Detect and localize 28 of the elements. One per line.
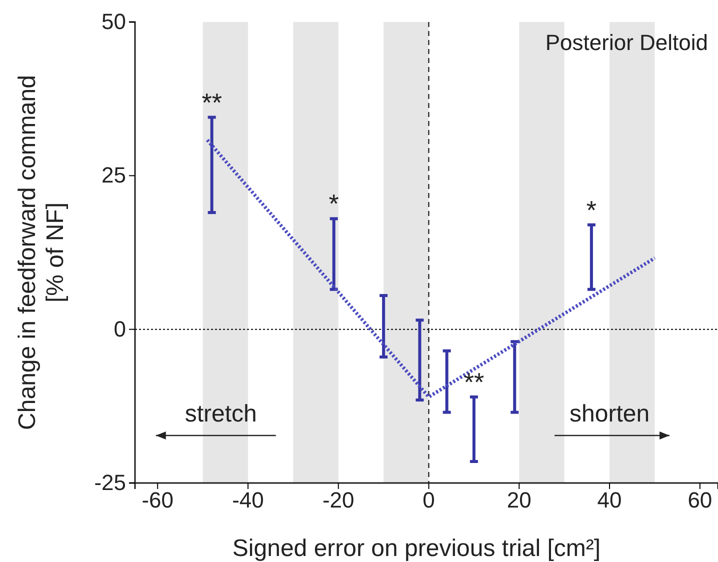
annotation: stretch (184, 400, 257, 428)
annotation: ** (464, 366, 484, 397)
x-tick-label: -60 (142, 488, 174, 513)
x-tick-label: -40 (232, 488, 264, 513)
x-tick-label: 40 (597, 488, 622, 513)
chart-title: Posterior Deltoid (545, 30, 708, 55)
annotation: * (328, 188, 339, 219)
y-tick-label: 0 (114, 316, 126, 342)
x-tick-label: -20 (322, 488, 354, 513)
x-axis-title: Signed error on previous trial [cm²] (232, 535, 601, 562)
x-tick-label: 0 (422, 488, 435, 513)
y-tick-label: 25 (102, 162, 126, 188)
y-axis-title: Change in feedforward command [% of NF] (14, 75, 69, 430)
y-tick-label: -25 (94, 470, 126, 496)
annotation: shorten (570, 400, 650, 428)
bar (472, 396, 476, 462)
bar (513, 342, 516, 412)
annotation: * (586, 194, 597, 225)
bar (382, 296, 386, 357)
bar (445, 350, 448, 412)
bar (418, 320, 422, 400)
bar (590, 224, 593, 290)
bar (332, 218, 336, 290)
annotation: ** (202, 87, 222, 118)
bar (210, 117, 214, 213)
y-tick-label: 50 (102, 9, 126, 34)
x-tick-label: 60 (688, 488, 712, 513)
x-tick-label: 20 (506, 488, 532, 513)
